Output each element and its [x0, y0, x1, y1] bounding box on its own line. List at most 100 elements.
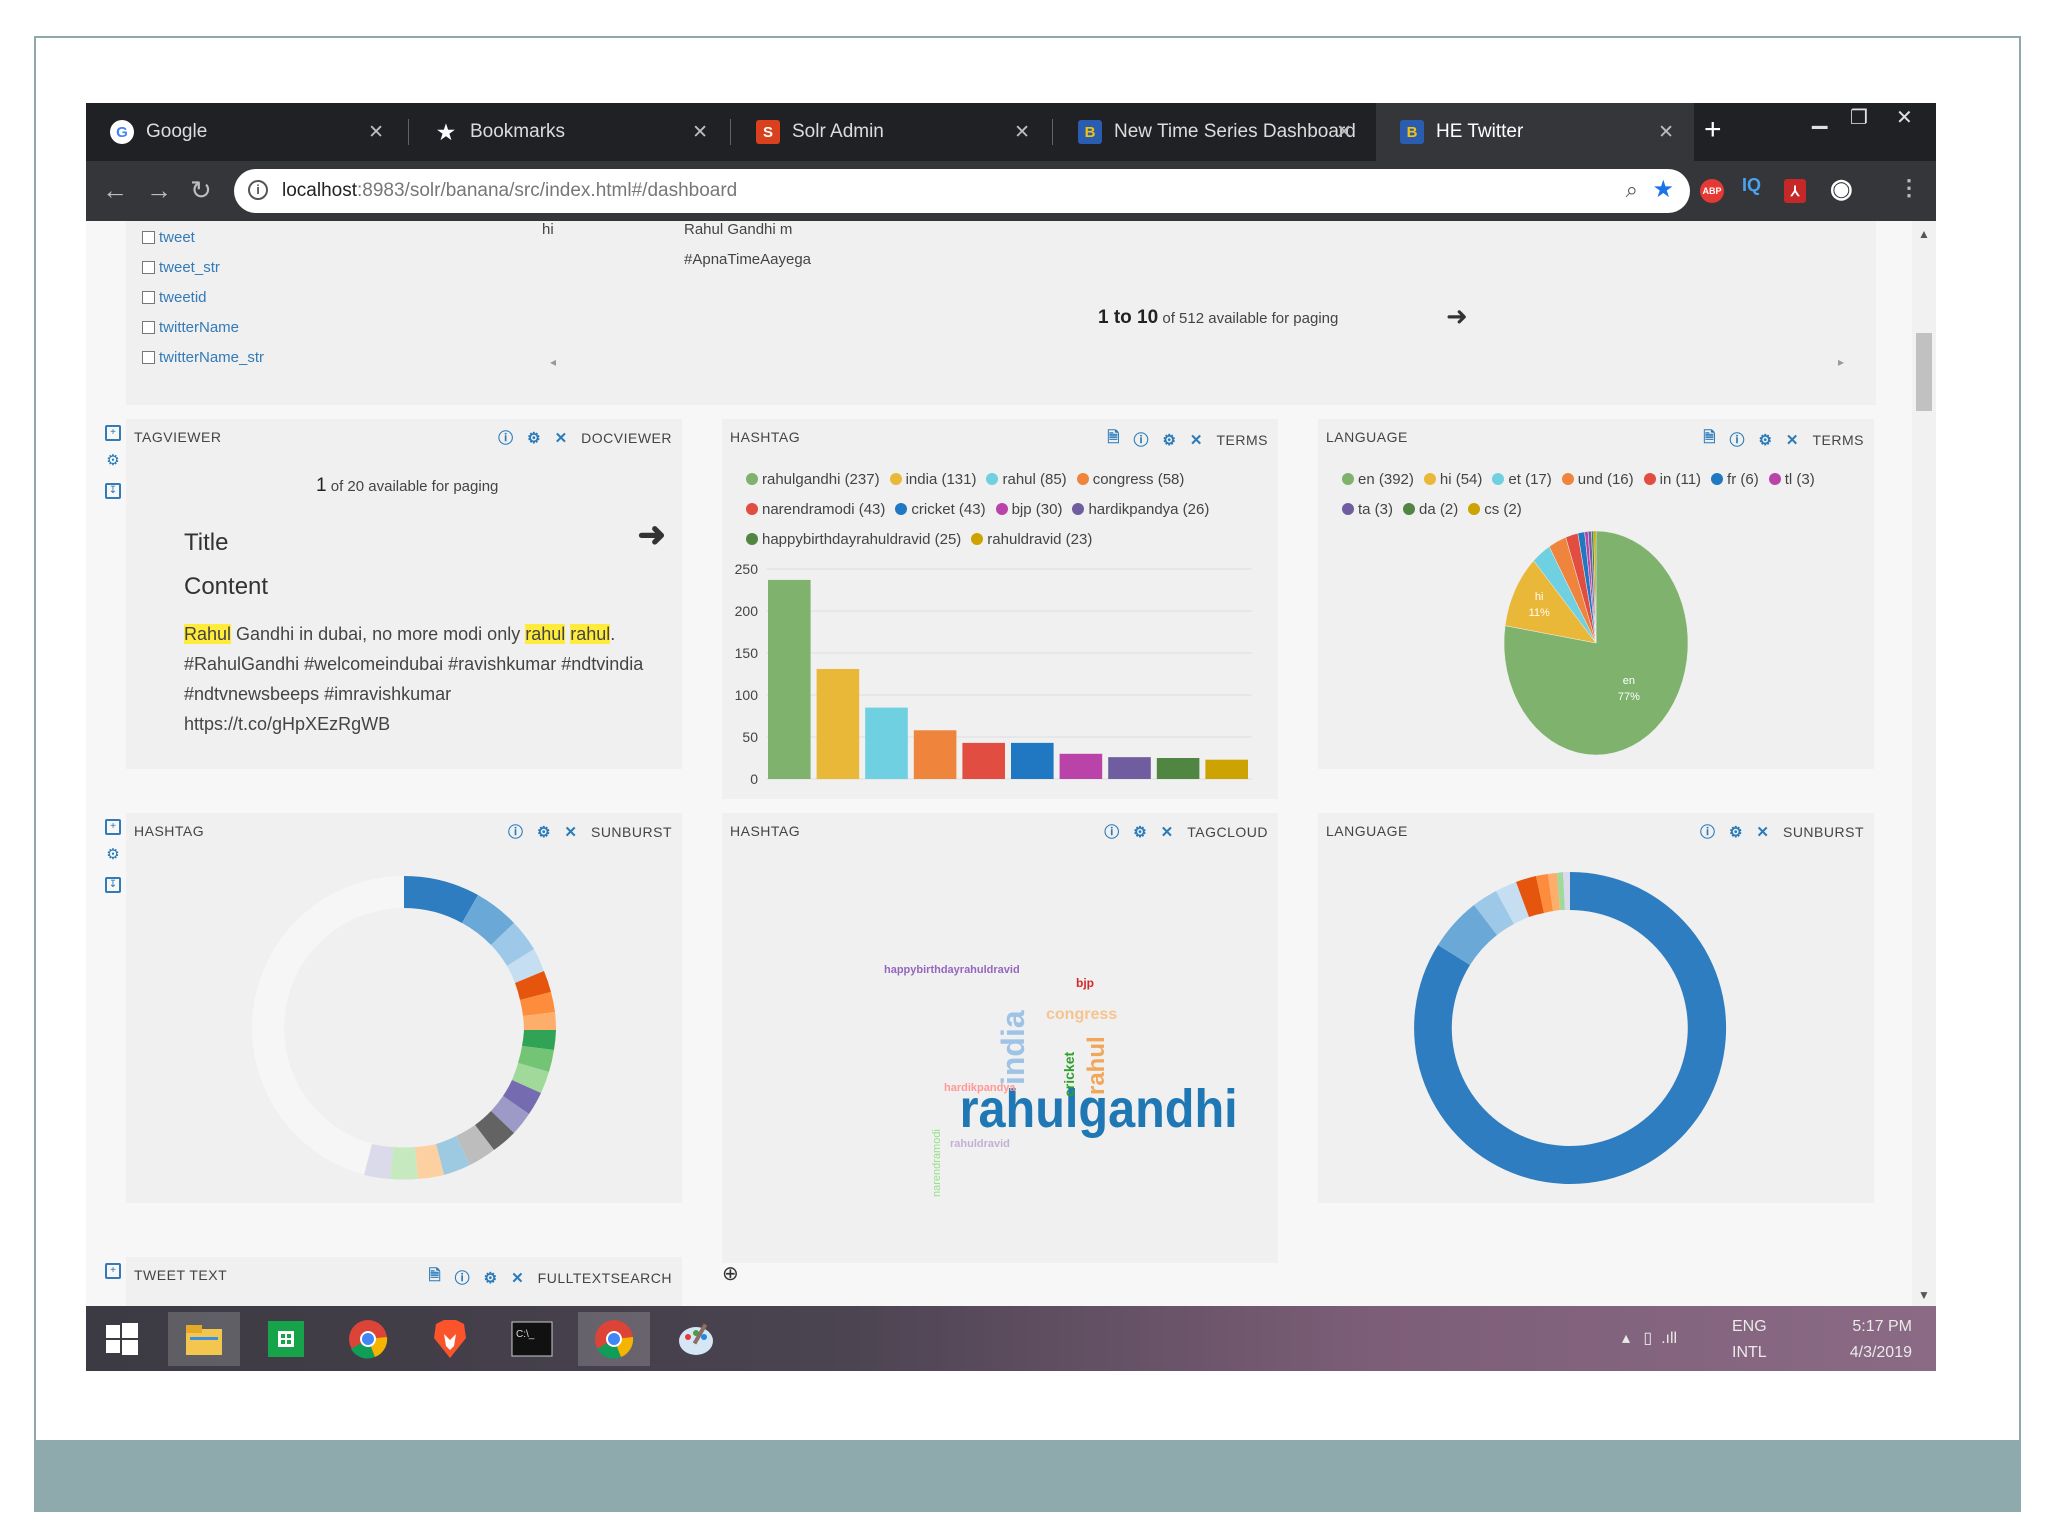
close-icon[interactable]: ✕ — [1658, 122, 1674, 143]
pdf-icon[interactable]: ⅄ — [1784, 179, 1806, 203]
reload-icon[interactable]: ↻ — [190, 175, 212, 205]
gear-icon[interactable]: ⚙ — [1133, 823, 1147, 841]
legend-item[interactable]: rahulgandhi (237) — [746, 465, 880, 495]
scroll-right-icon[interactable]: ▸ — [1838, 355, 1845, 369]
tab-he-twitter[interactable]: B HE Twitter ✕ — [1376, 103, 1694, 161]
legend-item[interactable]: in (11) — [1643, 465, 1701, 495]
legend-item[interactable]: happybirthdayrahuldravid (25) — [746, 525, 961, 555]
legend-item[interactable]: cricket (43) — [895, 495, 986, 525]
legend-item[interactable]: et (17) — [1492, 465, 1552, 495]
file-explorer-icon[interactable] — [168, 1312, 240, 1366]
chrome-icon[interactable] — [332, 1312, 404, 1366]
paint-icon[interactable] — [660, 1312, 732, 1366]
tab-google[interactable]: G Google ✕ — [86, 103, 404, 161]
minimize-icon[interactable]: ▁ — [1812, 107, 1828, 129]
info-icon[interactable]: ⓘ — [1133, 432, 1149, 449]
legend-item[interactable]: hi (54) — [1423, 465, 1482, 495]
next-doc-arrow-icon[interactable]: ➜ — [637, 516, 667, 554]
add-row-icon[interactable]: ↧ — [105, 483, 121, 499]
chrome-active-icon[interactable] — [578, 1312, 650, 1366]
info-icon[interactable]: ⓘ — [1104, 824, 1120, 841]
add-panel-icon[interactable]: + — [105, 819, 121, 835]
checkbox[interactable] — [142, 291, 155, 304]
gear-icon[interactable]: ⚙ — [1728, 823, 1743, 841]
info-icon[interactable]: ⓘ — [498, 430, 514, 447]
legend-item[interactable]: tl (3) — [1768, 465, 1815, 495]
legend-item[interactable]: rahuldravid (23) — [971, 525, 1092, 555]
add-row-icon[interactable]: ↧ — [105, 877, 121, 893]
scroll-left-icon[interactable]: ◂ — [550, 355, 557, 369]
scroll-thumb[interactable] — [1916, 333, 1932, 411]
page-scrollbar[interactable]: ▲ ▼ — [1912, 221, 1936, 1306]
windows-start-icon[interactable] — [86, 1312, 158, 1366]
profile-icon[interactable]: ◉ — [1830, 173, 1853, 203]
gear-icon[interactable]: ⚙ — [527, 429, 541, 447]
gear-icon[interactable]: ⚙ — [483, 1269, 498, 1287]
close-icon[interactable]: ✕ — [368, 122, 384, 143]
checkbox[interactable] — [142, 231, 155, 244]
legend-item[interactable]: en (392) — [1342, 465, 1414, 495]
legend-item[interactable]: bjp (30) — [995, 495, 1062, 525]
gear-icon[interactable]: ⚙ — [536, 823, 551, 841]
store-icon[interactable] — [250, 1312, 322, 1366]
save-icon[interactable]: 🗎 — [1107, 429, 1120, 446]
close-icon[interactable]: ✕ — [1336, 122, 1352, 143]
restore-icon[interactable]: ❐ — [1850, 107, 1868, 129]
scroll-down-icon[interactable]: ▼ — [1918, 1288, 1930, 1302]
new-tab-button[interactable]: + — [1704, 113, 1722, 146]
add-panel-icon[interactable]: + — [105, 425, 121, 441]
field-tweetid[interactable]: tweetid — [142, 289, 207, 306]
menu-icon[interactable]: ⋮ — [1898, 175, 1920, 200]
close-icon[interactable]: ✕ — [1785, 431, 1799, 449]
close-icon[interactable]: ✕ — [1756, 823, 1769, 841]
gear-icon[interactable]: ⚙ — [1162, 431, 1176, 449]
close-icon[interactable]: ✕ — [1189, 431, 1203, 449]
info-icon[interactable]: ⓘ — [1699, 824, 1715, 841]
gear-icon[interactable]: ⚙ — [1758, 431, 1772, 449]
field-tweet-str[interactable]: tweet_str — [142, 259, 220, 276]
gear-icon[interactable]: ⚙ — [106, 846, 120, 863]
gear-icon[interactable]: ⚙ — [106, 452, 120, 469]
tab-time-series-dashboard[interactable]: B New Time Series Dashboard ✕ — [1054, 103, 1372, 161]
add-panel-icon[interactable]: + — [105, 1263, 121, 1279]
input-language[interactable]: ENG INTL — [1732, 1318, 1767, 1361]
close-icon[interactable]: ✕ — [692, 122, 708, 143]
close-icon[interactable]: ✕ — [1014, 122, 1030, 143]
next-page-arrow-icon[interactable]: ➜ — [1446, 301, 1468, 331]
info-icon[interactable]: ⓘ — [454, 1270, 470, 1287]
extension-iq-icon[interactable]: IQ — [1742, 175, 1762, 195]
clock[interactable]: 5:17 PM 4/3/2019 — [1849, 1318, 1912, 1361]
save-icon[interactable]: 🗎 — [1703, 429, 1716, 446]
scroll-up-icon[interactable]: ▲ — [1918, 227, 1930, 241]
info-icon[interactable]: ⓘ — [1729, 432, 1745, 449]
field-tweet[interactable]: tweet — [142, 229, 195, 246]
info-icon[interactable]: i — [248, 180, 268, 200]
adblock-icon[interactable]: ABP — [1700, 179, 1724, 203]
zoom-icon[interactable]: ⌕ — [1625, 177, 1638, 202]
close-icon[interactable]: ✕ — [564, 823, 577, 841]
back-icon[interactable]: ← — [102, 175, 128, 205]
close-window-icon[interactable]: ✕ — [1896, 107, 1913, 129]
field-twittername-str[interactable]: twitterName_str — [142, 349, 264, 366]
legend-item[interactable]: cs (2) — [1468, 495, 1522, 525]
checkbox[interactable] — [142, 321, 155, 334]
tray-icons[interactable]: ▴ ▯ .ıll — [1622, 1330, 1678, 1347]
address-bar[interactable]: i localhost:8983/solr/banana/src/index.h… — [234, 169, 1690, 213]
close-icon[interactable]: ✕ — [511, 1269, 524, 1287]
legend-item[interactable]: narendramodi (43) — [746, 495, 885, 525]
cmd-icon[interactable]: C:\_ — [496, 1312, 568, 1366]
forward-icon[interactable]: → — [146, 175, 172, 205]
tab-solr-admin[interactable]: S Solr Admin ✕ — [732, 103, 1050, 161]
legend-item[interactable]: ta (3) — [1342, 495, 1393, 525]
save-icon[interactable]: 🗎 — [428, 1267, 441, 1284]
legend-item[interactable]: india (131) — [889, 465, 976, 495]
tab-bookmarks[interactable]: ★ Bookmarks ✕ — [410, 103, 728, 161]
checkbox[interactable] — [142, 351, 155, 364]
legend-item[interactable]: hardikpandya (26) — [1072, 495, 1209, 525]
legend-item[interactable]: congress (58) — [1076, 465, 1184, 495]
legend-item[interactable]: da (2) — [1403, 495, 1458, 525]
legend-item[interactable]: und (16) — [1561, 465, 1634, 495]
close-icon[interactable]: ✕ — [554, 429, 568, 447]
bookmark-star-icon[interactable]: ★ — [1652, 176, 1674, 203]
legend-item[interactable]: fr (6) — [1711, 465, 1759, 495]
